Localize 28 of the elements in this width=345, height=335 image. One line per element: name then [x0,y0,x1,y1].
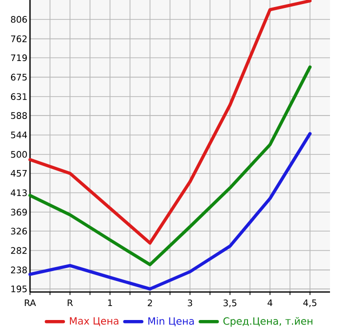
y-tick-label: 413 [10,189,27,196]
y-tick-label: 195 [11,286,27,292]
y-tick-label: 675 [10,74,27,81]
x-tick-label: 3,5 [224,300,236,308]
y-tick-label: 544 [11,132,27,138]
y-tick-label: 369 [11,208,27,216]
legend-label: Max Цена [70,317,118,326]
x-tick-label: R [68,300,73,306]
y-tick-label: 588 [11,112,27,119]
y-tick-label: 631 [10,93,27,100]
line-series [28,65,312,266]
y-tick-label: 282 [11,247,27,254]
y-tick-label: 762 [11,35,27,42]
x-tick-label: RA [24,300,36,306]
line-series [28,132,312,291]
y-tick-label: 238 [11,266,27,274]
y-tick-label: 326 [11,228,27,235]
y-tick-label: 719 [11,54,27,62]
x-tick-label: 2 [148,300,152,306]
x-tick-label: 1 [108,300,112,306]
y-tick-label: 457 [10,170,27,177]
y-tick-label: 500 [11,150,27,158]
legend-label: Сред.Цена, т.йен [223,317,312,327]
x-tick-label: 4,5 [303,300,316,308]
y-tick-label: 806 [10,16,27,23]
x-tick-label: 4 [268,300,272,306]
legend-label: Min Цена [148,317,194,326]
x-tick-label: 3 [188,300,192,306]
